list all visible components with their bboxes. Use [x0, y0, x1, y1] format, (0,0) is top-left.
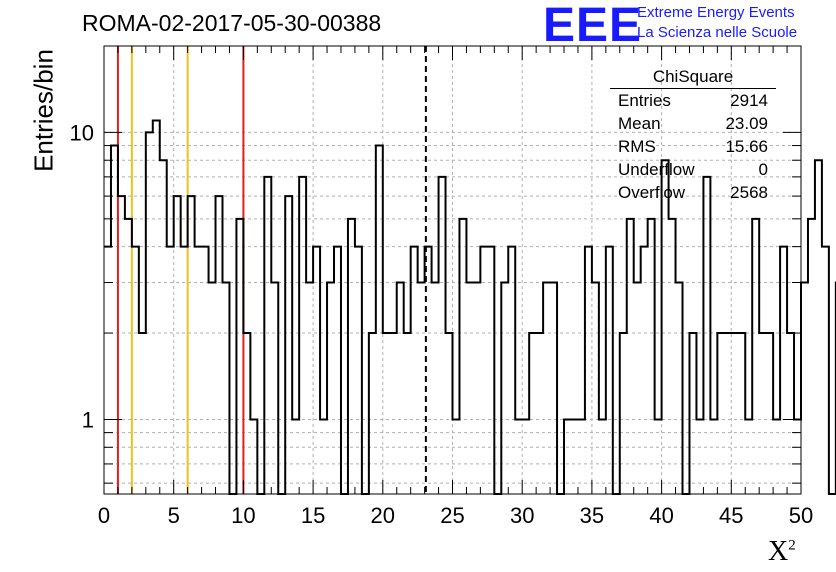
stats-value: 15.66	[725, 137, 768, 156]
stats-value: 0	[758, 160, 768, 179]
stats-value: 2568	[730, 183, 768, 202]
x-axis-label-base: X	[768, 536, 789, 567]
x-axis-label-superscript: 2	[788, 537, 796, 554]
logo-line-2: La Scienza nelle Scuole	[637, 24, 798, 41]
x-tick-label: 35	[580, 503, 604, 528]
stats-label: RMS	[618, 137, 656, 156]
stats-box: ChiSquare Entries 2914 Mean 23.09 RMS 15.66…	[610, 67, 776, 204]
y-tick-label: 1	[82, 407, 94, 432]
x-tick-label: 15	[301, 503, 325, 528]
stats-label: Overflow	[618, 183, 686, 202]
stats-row-overflow: Overflow 2568	[610, 181, 776, 204]
chart-title: ROMA-02-2017-05-30-00388	[82, 10, 382, 36]
stats-label: Underflow	[618, 160, 695, 179]
x-tick-label: 40	[649, 503, 673, 528]
stats-label: Mean	[618, 114, 661, 133]
y-axis-label: Entries/bin	[28, 49, 59, 172]
stats-value: 2914	[730, 91, 768, 110]
stats-row-rms: RMS 15.66	[610, 135, 776, 158]
x-tick-label: 20	[371, 503, 395, 528]
stats-row-entries: Entries 2914	[610, 89, 776, 112]
x-tick-label: 50	[789, 503, 813, 528]
x-tick-label: 5	[168, 503, 180, 528]
stats-value: 23.09	[725, 114, 768, 133]
stats-title: ChiSquare	[610, 67, 776, 89]
logo-line-1: Extreme Energy Events	[637, 4, 795, 21]
x-tick-label: 25	[440, 503, 464, 528]
eee-logo: EEE	[543, 0, 643, 52]
y-tick-label: 10	[70, 120, 94, 145]
x-tick-label: 45	[719, 503, 743, 528]
x-tick-label: 30	[510, 503, 534, 528]
x-tick-label: 10	[231, 503, 255, 528]
stats-label: Entries	[618, 91, 671, 110]
x-tick-label: 0	[98, 503, 110, 528]
stats-row-underflow: Underflow 0	[610, 158, 776, 181]
stats-row-mean: Mean 23.09	[610, 112, 776, 135]
x-axis-label: X2	[768, 536, 796, 568]
